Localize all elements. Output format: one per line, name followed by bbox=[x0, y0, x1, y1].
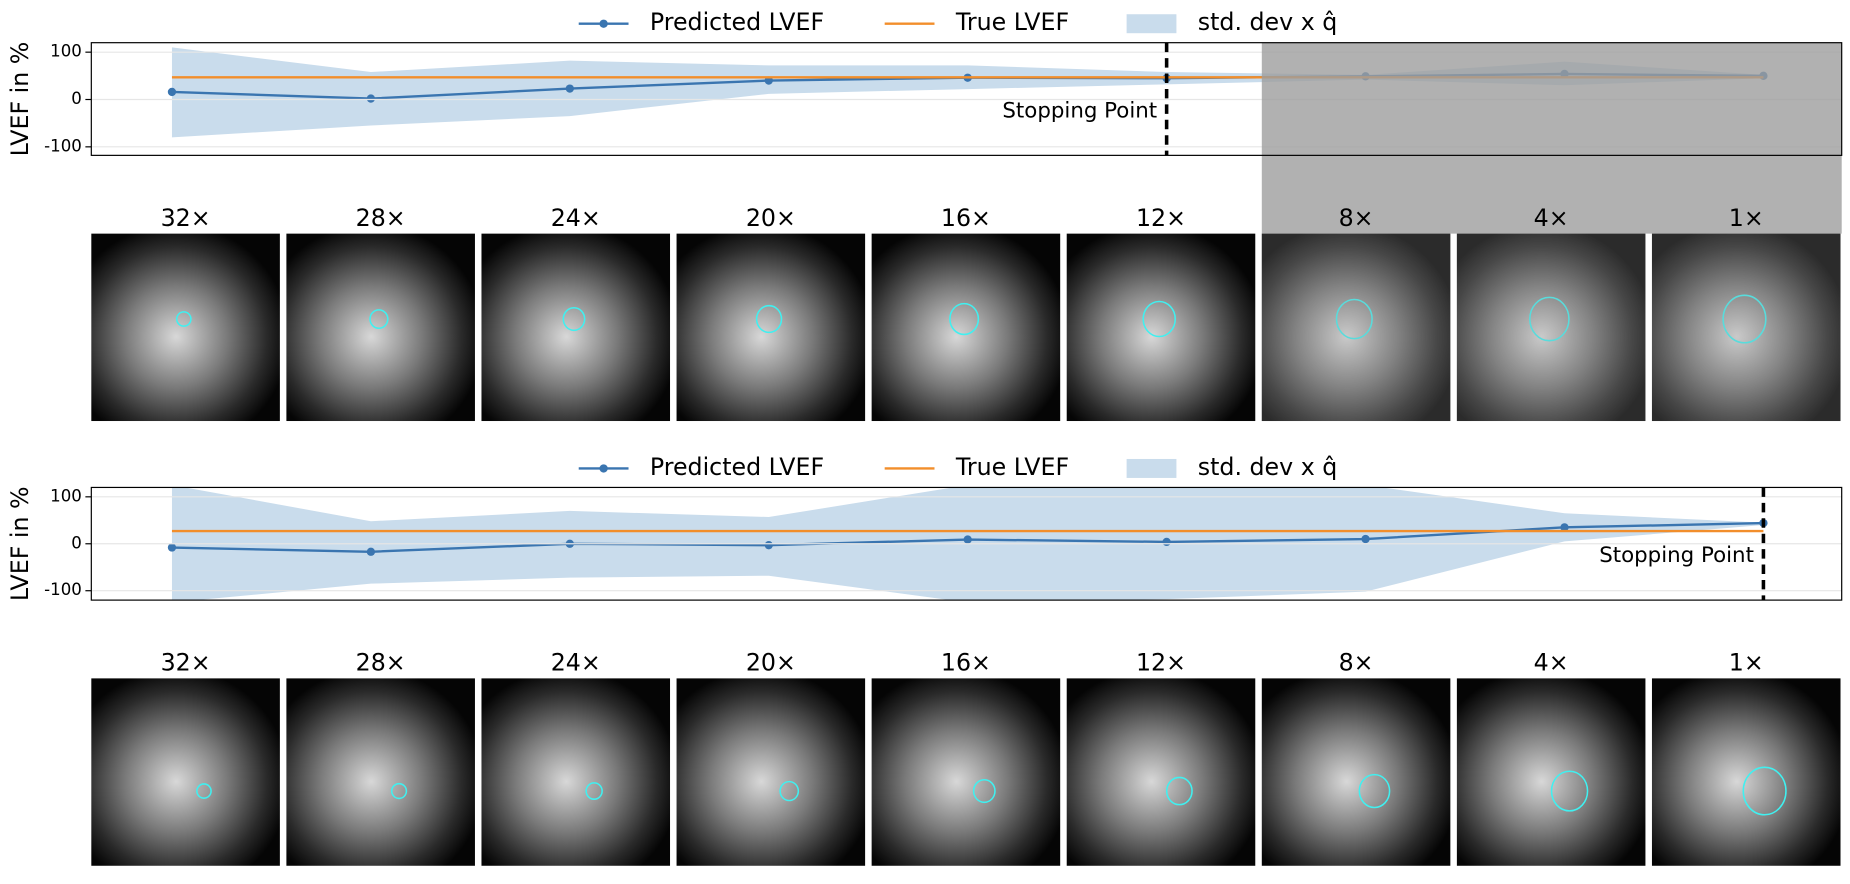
legend-marker bbox=[599, 19, 608, 28]
legend-label: True LVEF bbox=[955, 453, 1069, 481]
legend-swatch bbox=[1126, 14, 1177, 34]
x-category-label: 16× bbox=[941, 649, 991, 677]
x-category-label: 12× bbox=[1136, 204, 1186, 232]
point bbox=[167, 87, 177, 97]
std-band bbox=[171, 47, 1764, 138]
x-category-label: 8× bbox=[1339, 649, 1374, 677]
y-tick-label: -100 bbox=[44, 580, 82, 599]
y-axis-label: LVEF in % bbox=[6, 486, 34, 601]
stop-label: Stopping Point bbox=[1599, 543, 1754, 568]
x-category-label: 8× bbox=[1339, 204, 1374, 232]
x-category-label: 32× bbox=[161, 649, 211, 677]
x-category-label: 4× bbox=[1534, 204, 1569, 232]
point bbox=[764, 76, 773, 85]
segmentation-contour bbox=[779, 780, 800, 802]
x-category-label: 28× bbox=[356, 204, 406, 232]
legend-label: Predicted LVEF bbox=[650, 8, 824, 36]
mri-tile bbox=[871, 678, 1061, 866]
segmentation-contour bbox=[1722, 294, 1767, 344]
x-category-label: 24× bbox=[551, 649, 601, 677]
point bbox=[764, 541, 773, 550]
legend-swatch bbox=[1126, 458, 1177, 478]
legend-label: std. dev x q̂ bbox=[1198, 453, 1338, 481]
x-category-label: 28× bbox=[356, 649, 406, 677]
segmentation-contour bbox=[1142, 300, 1176, 338]
x-category-label: 16× bbox=[941, 204, 991, 232]
point bbox=[565, 84, 574, 93]
legend-marker bbox=[599, 464, 608, 473]
x-category-label: 1× bbox=[1729, 204, 1764, 232]
segmentation-contour bbox=[175, 311, 192, 327]
x-category-label: 24× bbox=[551, 204, 601, 232]
y-tick-label: 0 bbox=[71, 533, 82, 552]
after-stop-tile-shade bbox=[1261, 233, 1451, 422]
mri-tile bbox=[1456, 233, 1646, 422]
mri-tile bbox=[1651, 678, 1841, 866]
mri-tile bbox=[1261, 678, 1451, 866]
mri-tile bbox=[1261, 233, 1451, 422]
mri-tile bbox=[871, 233, 1061, 422]
point bbox=[366, 547, 376, 556]
legend-label: std. dev x q̂ bbox=[1198, 8, 1338, 36]
y-tick-label: 100 bbox=[50, 486, 82, 505]
stop-label: Stopping Point bbox=[1002, 98, 1157, 123]
x-category-label: 20× bbox=[746, 204, 796, 232]
mri-tile bbox=[1066, 678, 1256, 866]
y-tick-label: -100 bbox=[44, 136, 82, 155]
legend-label: Predicted LVEF bbox=[650, 453, 824, 481]
x-category-label: 4× bbox=[1534, 649, 1569, 677]
segmentation-contour bbox=[369, 309, 389, 329]
point bbox=[1361, 534, 1370, 544]
mri-tile bbox=[481, 678, 671, 866]
mri-tile bbox=[91, 233, 280, 422]
segmentation-contour bbox=[755, 304, 783, 334]
mri-tile bbox=[481, 233, 671, 422]
point bbox=[1162, 537, 1171, 547]
after-stop-shade bbox=[1261, 42, 1842, 234]
y-tick-label: 100 bbox=[50, 42, 82, 61]
point bbox=[1560, 523, 1569, 532]
segmentation-contour bbox=[1335, 298, 1373, 340]
mri-tile bbox=[676, 233, 866, 422]
y-tick-label: 0 bbox=[71, 89, 82, 108]
axes-frame bbox=[90, 42, 1843, 156]
after-stop-tile-shade bbox=[1651, 233, 1841, 422]
x-category-label: 12× bbox=[1136, 649, 1186, 677]
segmentation-contour bbox=[562, 306, 586, 332]
point bbox=[167, 543, 177, 552]
segmentation-contour bbox=[1165, 776, 1193, 806]
segmentation-contour bbox=[390, 782, 408, 800]
x-category-label: 32× bbox=[161, 204, 211, 232]
mri-tile bbox=[91, 678, 280, 866]
mri-tile bbox=[1066, 233, 1256, 422]
segmentation-contour bbox=[1358, 773, 1391, 809]
segmentation-contour bbox=[949, 302, 980, 336]
axes-frame bbox=[90, 486, 1843, 601]
after-stop-tile-shade bbox=[1456, 233, 1646, 422]
x-category-label: 20× bbox=[746, 649, 796, 677]
y-axis-label: LVEF in % bbox=[6, 42, 34, 157]
mri-tile bbox=[1651, 233, 1841, 422]
segmentation-contour bbox=[585, 782, 603, 800]
point bbox=[366, 94, 376, 103]
legend-label: True LVEF bbox=[955, 8, 1069, 36]
mri-tile bbox=[676, 678, 866, 866]
x-category-label: 1× bbox=[1729, 649, 1764, 677]
mri-tile bbox=[1456, 678, 1646, 866]
segmentation-contour bbox=[1550, 770, 1589, 812]
point bbox=[963, 535, 972, 544]
mri-tile bbox=[286, 678, 475, 866]
segmentation-contour bbox=[1529, 296, 1570, 342]
segmentation-contour bbox=[196, 783, 212, 799]
segmentation-contour bbox=[1742, 766, 1787, 816]
segmentation-contour bbox=[972, 779, 996, 804]
